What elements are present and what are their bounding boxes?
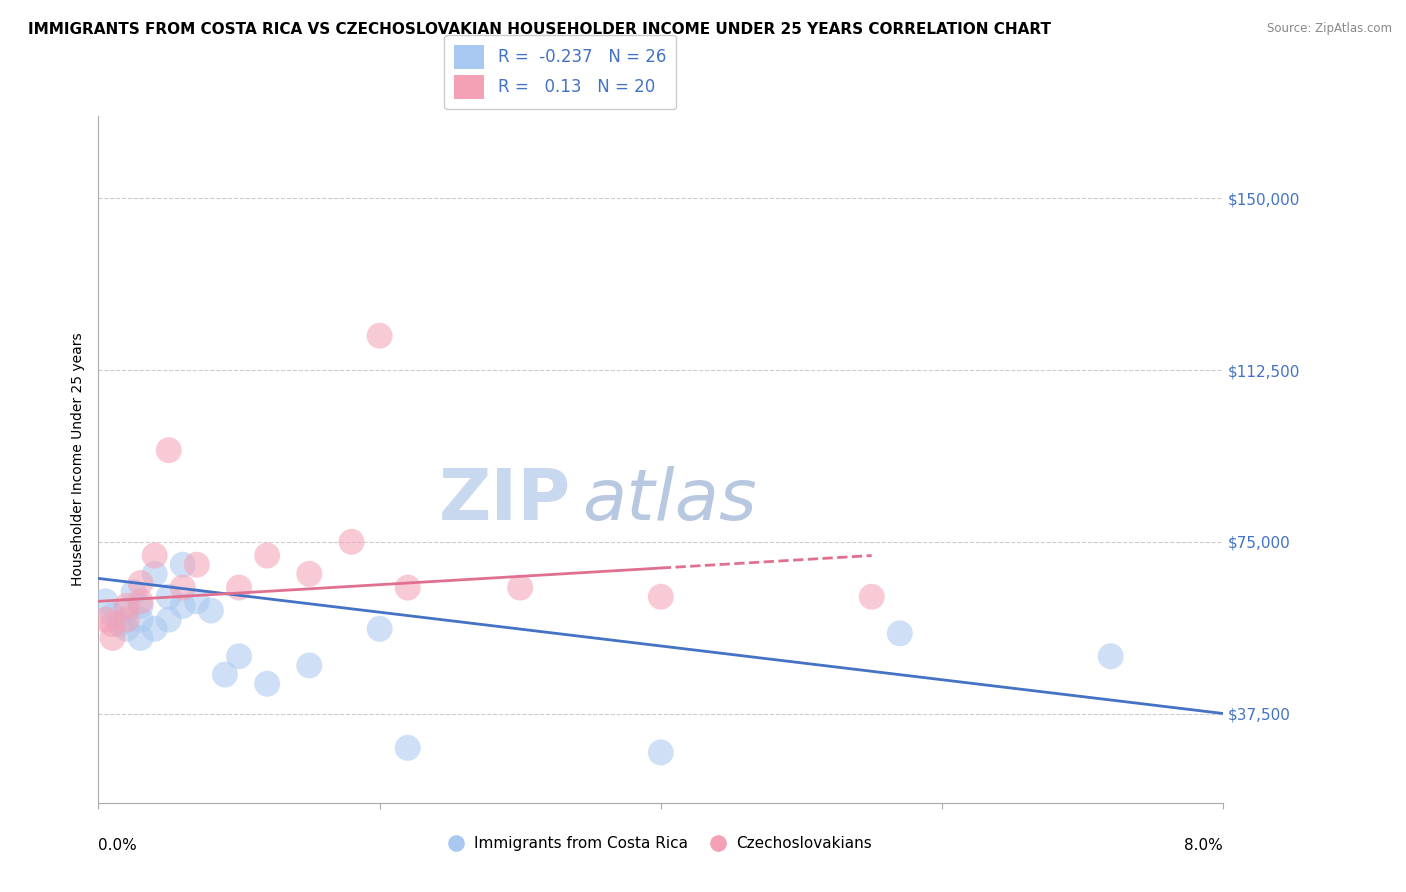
Point xyxy=(157,443,180,458)
Legend: Immigrants from Costa Rica, Czechoslovakians: Immigrants from Costa Rica, Czechoslovak… xyxy=(444,830,877,857)
Point xyxy=(298,566,321,581)
Point xyxy=(256,549,278,563)
Point xyxy=(115,613,138,627)
Point xyxy=(94,594,117,608)
Point xyxy=(129,613,152,627)
Point xyxy=(200,603,222,617)
Point xyxy=(509,581,531,595)
Point xyxy=(172,599,194,613)
Point xyxy=(650,746,672,760)
Point xyxy=(256,677,278,691)
Point xyxy=(368,328,391,343)
Point xyxy=(101,631,124,645)
Point xyxy=(214,667,236,681)
Point xyxy=(129,594,152,608)
Text: 0.0%: 0.0% xyxy=(98,838,138,853)
Text: IMMIGRANTS FROM COSTA RICA VS CZECHOSLOVAKIAN HOUSEHOLDER INCOME UNDER 25 YEARS : IMMIGRANTS FROM COSTA RICA VS CZECHOSLOV… xyxy=(28,22,1052,37)
Point xyxy=(143,566,166,581)
Point xyxy=(115,622,138,636)
Point xyxy=(129,599,152,613)
Point xyxy=(157,590,180,604)
Point xyxy=(186,558,208,572)
Point xyxy=(129,576,152,591)
Point xyxy=(396,740,419,755)
Point xyxy=(860,590,883,604)
Point xyxy=(101,608,124,623)
Point xyxy=(650,590,672,604)
Point xyxy=(115,603,138,617)
Y-axis label: Householder Income Under 25 years: Householder Income Under 25 years xyxy=(70,333,84,586)
Point xyxy=(172,581,194,595)
Point xyxy=(143,622,166,636)
Text: atlas: atlas xyxy=(582,467,756,535)
Point xyxy=(368,622,391,636)
Point xyxy=(228,649,250,664)
Point xyxy=(172,558,194,572)
Point xyxy=(186,594,208,608)
Point xyxy=(108,617,131,632)
Point xyxy=(157,613,180,627)
Text: Source: ZipAtlas.com: Source: ZipAtlas.com xyxy=(1267,22,1392,36)
Point xyxy=(115,599,138,613)
Point xyxy=(396,581,419,595)
Point xyxy=(129,631,152,645)
Point xyxy=(298,658,321,673)
Point xyxy=(101,617,124,632)
Point xyxy=(228,581,250,595)
Text: 8.0%: 8.0% xyxy=(1184,838,1223,853)
Point xyxy=(122,585,145,599)
Point xyxy=(143,549,166,563)
Point xyxy=(340,534,363,549)
Point xyxy=(1099,649,1122,664)
Point xyxy=(94,613,117,627)
Point xyxy=(889,626,911,640)
Text: ZIP: ZIP xyxy=(439,467,571,535)
